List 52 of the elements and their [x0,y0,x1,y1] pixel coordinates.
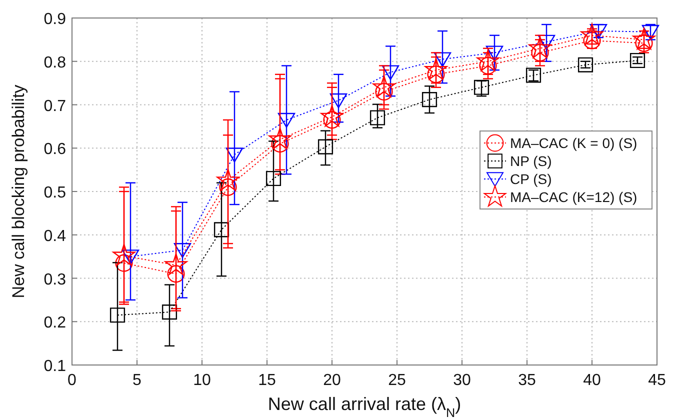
y-tick-label: 0.8 [44,54,66,72]
x-tick-label: 35 [518,372,536,389]
point [578,57,594,72]
x-tick-label: 10 [193,372,211,389]
x-tick-label: 40 [583,372,601,389]
point [330,93,348,108]
point [382,65,400,80]
point [372,76,396,98]
x-axis-title: New call arrival rate (λ$_{N}$) [268,394,462,420]
point [164,253,188,275]
legend-label: MA–CAC (K=12) (S) [510,189,638,205]
point [278,112,296,128]
y-tick-label: 0.3 [44,271,66,288]
x-tick-label: 25 [388,372,406,389]
y-tick-label: 0.6 [44,141,66,158]
point [476,50,500,72]
point [370,110,386,126]
x-tick-label: 15 [258,372,276,389]
legend-label: CP (S) [510,171,552,187]
y-tick-label: 0.1 [44,358,66,375]
point [320,105,344,127]
point [268,128,292,150]
point [167,265,185,283]
x-tick-label: 0 [68,372,77,389]
x-tick-label: 5 [132,372,142,389]
y-axis-title: New call blocking probability [9,84,28,298]
point [580,24,604,46]
point [422,92,438,108]
point [214,222,230,238]
y-tick-label: 0.7 [44,98,66,115]
point [318,139,334,154]
y-tick-label: 0.5 [44,184,66,202]
legend-label: MA–CAC (K = 0) (S) [510,135,638,151]
point [216,168,240,190]
y-tick-label: 0.9 [44,11,66,28]
x-tick-label: 20 [323,372,341,389]
point [162,304,178,320]
point [528,36,552,58]
point [174,243,192,258]
point [110,308,126,323]
point [112,244,136,266]
x-tick-label: 30 [453,372,471,389]
point [632,28,656,50]
y-tick-label: 0.4 [44,228,66,245]
y-tick-label: 0.2 [44,314,66,332]
point [434,52,452,68]
point [424,58,448,80]
x-tick-label: 45 [648,372,666,389]
legend-label: NP (S) [510,153,552,169]
point [266,170,282,186]
point [630,52,646,68]
point [226,148,244,162]
